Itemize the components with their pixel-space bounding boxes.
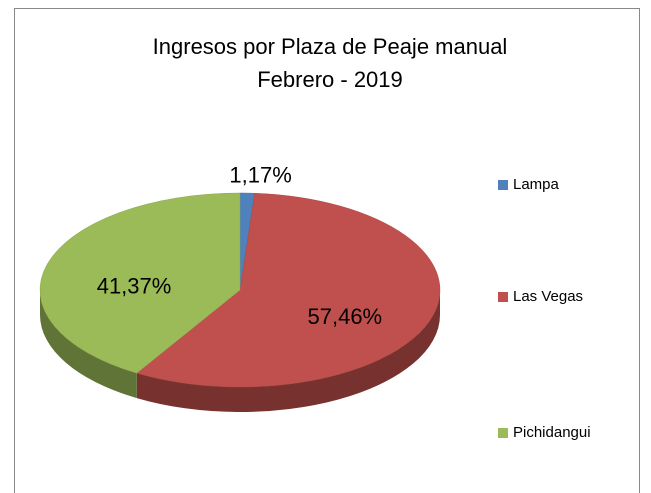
legend-swatch [498,428,508,438]
pie-slice [39,192,241,374]
pie-slice-side [40,290,137,399]
chart-subtitle: Febrero - 2019 [257,67,403,92]
pie-slice-side [136,290,440,413]
legend-swatch [498,292,508,302]
legend-label: Lampa [513,176,560,193]
pie-slice [136,193,441,388]
data-label: 57,46% [308,304,383,329]
legend-label: Pichidangui [513,424,591,441]
chart-title: Ingresos por Plaza de Peaje manual [153,34,508,59]
legend-label: Las Vegas [513,288,583,305]
legend-swatch [498,180,508,190]
data-label: 41,37% [97,274,172,299]
data-label: 1,17% [229,162,291,187]
